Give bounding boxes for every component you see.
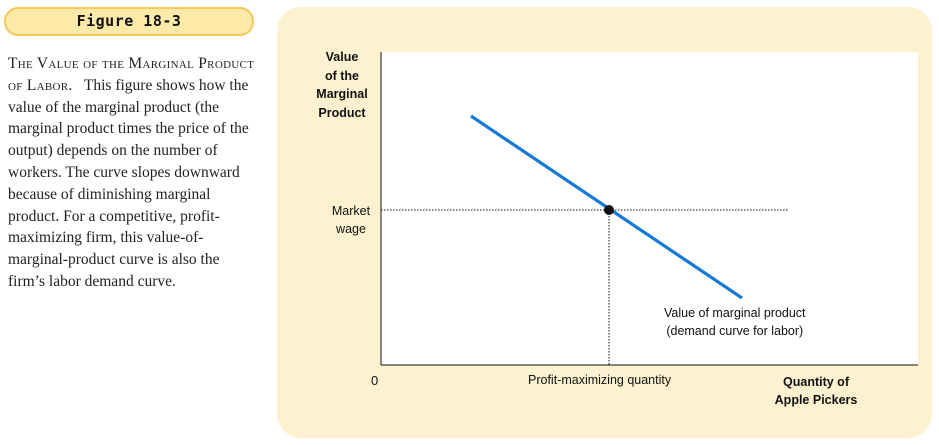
y-axis-title: Value of the Marginal Product <box>316 50 368 120</box>
figure-number-label: Figure 18-3 <box>4 7 254 36</box>
caption-title: The Value of the Marginal Product of Lab… <box>8 55 255 94</box>
figure-caption: The Value of the Marginal Product of Lab… <box>8 53 258 293</box>
curve-label: Value of marginal product (demand curve … <box>664 306 806 338</box>
profit-maximizing-quantity-label: Profit-maximizing quantity <box>528 373 672 387</box>
origin-label: 0 <box>371 373 379 388</box>
caption-body: This figure shows how the value of the m… <box>8 76 249 290</box>
equilibrium-point <box>604 205 614 215</box>
market-wage-label: Market wage <box>331 204 371 236</box>
plot-area <box>381 52 918 365</box>
x-axis-title: Quantity of Apple Pickers <box>774 375 858 407</box>
